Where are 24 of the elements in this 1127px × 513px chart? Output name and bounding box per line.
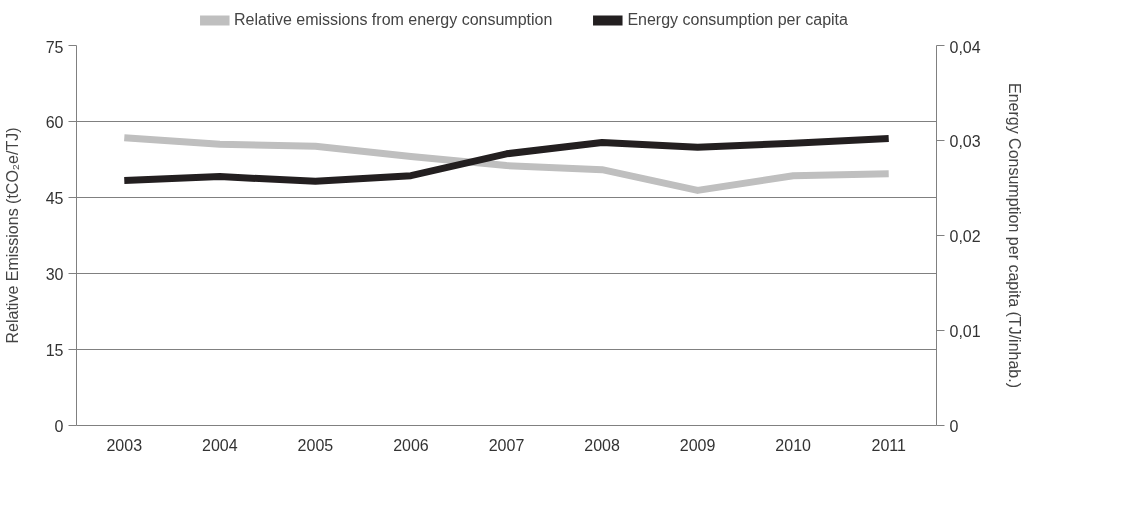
x-tick-label: 2006 [393,436,429,454]
y2-axis-title: Energy Consumption per capita (TJ/inhab.) [1005,82,1023,389]
x-tick-label: 2005 [297,436,334,454]
legend-label: Relative emissions from energy consumption [234,11,553,29]
y-axis-title: Relative Emissions (tCO₂e/TJ) [3,127,21,344]
y-tick-label: 0 [54,417,64,435]
x-tick-label: 2009 [679,436,716,454]
y2-tick-label: 0,01 [949,322,981,340]
x-tick-label: 2004 [202,436,238,454]
y2-tick-label: 0,03 [949,132,981,150]
y-tick-label: 15 [45,341,64,359]
y-tick-label: 45 [45,189,64,207]
x-tick-label: 2008 [584,436,620,454]
y-tick-label: 30 [45,265,64,283]
x-tick-label: 2010 [775,436,812,454]
y2-tick-label: 0,04 [949,38,981,56]
legend-label: Energy consumption per capita [627,11,848,29]
y2-tick-label: 0 [949,417,959,435]
y-tick-label: 75 [45,38,64,56]
x-tick-label: 2011 [871,436,907,454]
y-tick-label: 60 [45,113,64,131]
x-tick-label: 2003 [106,436,143,454]
y2-tick-label: 0,02 [949,227,981,245]
x-tick-label: 2007 [488,436,525,454]
